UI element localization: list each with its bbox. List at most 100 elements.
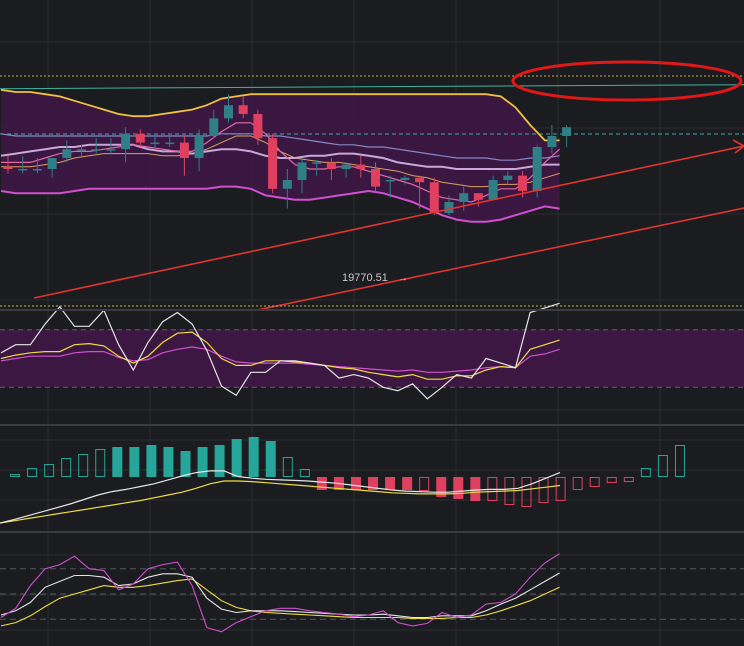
candle-body <box>268 138 278 189</box>
slow-moving-average-line <box>0 133 560 161</box>
panel-separators <box>0 309 744 533</box>
macd-histogram-bar <box>589 477 600 487</box>
candle-body <box>238 105 248 114</box>
candle-body <box>429 182 439 213</box>
macd-histogram-bar <box>197 447 208 477</box>
candle-body <box>77 149 86 151</box>
macd-histogram-bar <box>538 477 549 503</box>
macd-histogram-bar <box>402 477 413 490</box>
macd-histogram-bar <box>436 477 447 497</box>
candle-body <box>106 149 116 151</box>
macd-histogram-bar <box>112 447 123 477</box>
candle-body <box>503 175 513 180</box>
macd-histogram-bar <box>299 469 310 477</box>
oscillator-line <box>0 346 560 373</box>
macd-histogram-bar <box>606 477 617 483</box>
macd-histogram-bar <box>61 458 72 477</box>
candle-body <box>415 177 425 183</box>
candle-body <box>547 136 557 147</box>
candle-body <box>297 162 307 180</box>
candle-body <box>135 133 145 143</box>
stochastic-line <box>0 553 560 633</box>
candle-body <box>459 193 469 202</box>
candle-body <box>473 193 483 200</box>
candle-body <box>400 177 410 180</box>
macd-histogram-bar <box>657 455 668 477</box>
candle-body <box>18 169 28 171</box>
bollinger-upper-line <box>0 88 560 142</box>
oscillator-band-fill <box>0 329 744 388</box>
stochastic-line <box>0 578 560 627</box>
candle-body <box>32 169 42 171</box>
macd-histogram-bar <box>368 477 379 490</box>
macd-histogram-bar <box>27 468 38 477</box>
candle-body <box>385 180 395 182</box>
candle-body <box>62 149 72 158</box>
macd-histogram-bar <box>453 477 464 499</box>
macd-histogram-bar <box>10 474 20 477</box>
low-price-arrow-icon: → <box>398 273 408 284</box>
candle-body <box>165 142 175 145</box>
macd-histogram-bar <box>146 445 157 477</box>
macd-histogram-bar <box>44 464 55 477</box>
candle-body <box>194 136 204 158</box>
candle-body <box>532 147 542 191</box>
candle-body <box>282 180 292 189</box>
trendline-arrow-icon <box>732 139 744 154</box>
macd-histogram-bar <box>351 477 361 490</box>
macd-histogram-bar <box>555 477 566 501</box>
candle-body <box>3 166 13 169</box>
macd-histogram-bar <box>129 447 140 477</box>
candle-body <box>150 142 160 145</box>
oscillator-line <box>0 302 560 400</box>
macd-histogram-bar <box>470 477 481 501</box>
candlesticks <box>3 94 572 216</box>
candle-body <box>518 175 527 191</box>
macd-signal-line <box>0 480 561 524</box>
candle-body <box>312 162 322 164</box>
candle-body <box>326 162 336 169</box>
macd-histogram-bar <box>248 437 259 477</box>
macd-histogram-bar <box>521 477 532 507</box>
macd-histogram-bar <box>95 449 106 477</box>
candle-body <box>179 142 189 158</box>
oscillator-panel[interactable] <box>0 302 744 400</box>
macd-histogram-bar <box>231 439 242 477</box>
macd-histogram-bar <box>419 477 430 491</box>
candle-body <box>562 127 572 136</box>
macd-histogram-bar <box>78 454 89 477</box>
macd-panel[interactable] <box>0 437 685 524</box>
candle-body <box>209 118 219 136</box>
macd-histogram-bar <box>214 445 225 477</box>
trendline-lower[interactable] <box>248 207 744 312</box>
macd-histogram-bar <box>640 468 651 477</box>
candle-body <box>488 180 498 200</box>
candle-body <box>47 158 57 169</box>
price-panel[interactable]: 19770.51 → <box>0 60 744 312</box>
macd-histogram-bar <box>385 477 396 490</box>
annotation-ellipse[interactable] <box>511 60 743 102</box>
trendline-upper[interactable] <box>33 145 744 299</box>
bollinger-lower-line <box>0 185 560 223</box>
stochastic-panel[interactable] <box>0 553 744 633</box>
bollinger-middle-line <box>0 143 560 170</box>
macd-histogram-bar <box>572 477 583 490</box>
low-price-label: 19770.51 <box>342 272 388 284</box>
macd-histogram-bar <box>180 451 191 477</box>
candle-body <box>444 202 454 213</box>
macd-line <box>0 470 561 524</box>
macd-histogram-bar <box>282 457 293 477</box>
candle-body <box>341 164 351 169</box>
candle-body <box>371 169 380 187</box>
long-moving-average-line <box>0 84 744 90</box>
macd-histogram-bar <box>623 477 634 482</box>
macd-histogram-bar <box>674 445 685 477</box>
macd-histogram-bar <box>316 477 327 490</box>
macd-histogram-bar <box>265 441 276 477</box>
candle-body <box>91 149 101 151</box>
candle-body <box>356 164 366 169</box>
candle-body <box>121 133 131 150</box>
candle-body <box>224 105 233 119</box>
candle-body <box>253 114 263 139</box>
